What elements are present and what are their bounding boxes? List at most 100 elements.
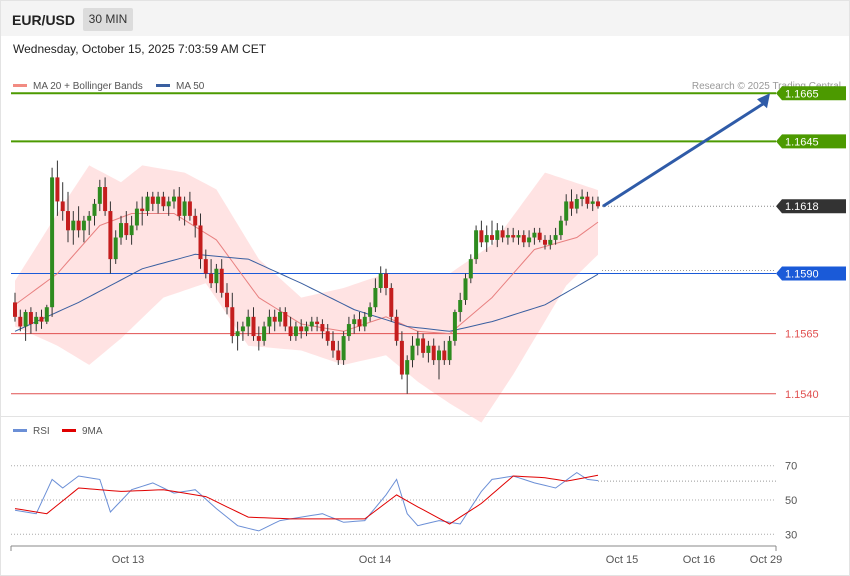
candle-body	[66, 211, 70, 231]
candle-body	[341, 336, 346, 361]
candle-body	[458, 300, 463, 313]
x-axis-label: Oct 14	[359, 554, 391, 566]
candle-body	[108, 211, 113, 260]
candle-body	[304, 326, 309, 332]
candle-body	[574, 199, 579, 209]
candle-body	[272, 316, 277, 322]
x-axis-label: Oct 16	[683, 554, 715, 566]
candle-body	[447, 340, 452, 361]
candle-body	[198, 225, 203, 260]
price-tag-label-1.1645: 1.1645	[785, 136, 819, 148]
candle-body	[92, 203, 97, 216]
bollinger-band-area	[15, 165, 598, 423]
candle-body	[177, 196, 182, 216]
candle-body	[55, 177, 60, 202]
candle-body	[394, 316, 399, 341]
candle-body	[590, 201, 595, 204]
candle-body	[288, 326, 293, 337]
candle-body	[548, 239, 553, 245]
candle-body	[516, 235, 521, 238]
candle-body	[124, 223, 129, 236]
candle-body	[336, 350, 341, 361]
candle-body	[474, 230, 479, 260]
candle-body	[511, 235, 516, 238]
candle-body	[442, 350, 447, 361]
candle-body	[182, 201, 187, 216]
timeframe-button[interactable]: 30 MIN	[83, 8, 133, 31]
candle-body	[28, 312, 33, 325]
candle-body	[585, 196, 590, 204]
candle-body	[103, 187, 108, 212]
legend-rsi-ma9: 9MA	[62, 426, 103, 437]
candle-body	[18, 316, 23, 327]
candle-body	[299, 326, 304, 332]
candle-body	[537, 232, 542, 240]
rsi-line	[14, 471, 599, 532]
candle-body	[384, 273, 388, 288]
candle-body	[532, 232, 537, 238]
symbol-label: EUR/USD	[12, 12, 76, 28]
legend-label-rsi: RSI	[33, 426, 50, 437]
candle-body	[490, 235, 494, 240]
candle-body	[283, 312, 288, 327]
candle-body	[119, 223, 123, 238]
rsi-tick-label: 50	[785, 495, 797, 507]
candle-body	[479, 230, 484, 243]
candle-body	[129, 225, 134, 236]
legend-swatch-rsi	[13, 428, 27, 432]
price-tag-label-1.1665: 1.1665	[785, 88, 819, 100]
candle-body	[293, 326, 298, 337]
candle-body	[187, 201, 192, 216]
datetime-label: Wednesday, October 15, 2025 7:03:59 AM C…	[13, 42, 267, 56]
legend-ma50: MA 50	[156, 81, 204, 92]
candle-body	[405, 360, 410, 375]
candle-body	[437, 350, 441, 361]
candle-body	[415, 338, 420, 346]
candle-body	[23, 312, 28, 327]
candle-body	[569, 201, 574, 209]
candle-body	[251, 316, 256, 337]
ma50-line	[14, 253, 599, 332]
price-tag-1.1590	[776, 266, 846, 281]
candle-body	[373, 287, 378, 308]
candle-body	[468, 259, 473, 279]
level-label-1.1565: 1.1565	[785, 329, 819, 341]
candle-body	[193, 215, 198, 226]
candle-body	[500, 230, 505, 238]
candle-body	[219, 268, 224, 293]
candle-body	[214, 268, 219, 284]
candle-body	[240, 326, 245, 332]
candle-body	[309, 321, 314, 327]
candle-body	[44, 307, 49, 322]
candle-body	[431, 345, 436, 361]
forecast-arrow-head	[757, 93, 770, 109]
candle-body	[209, 273, 214, 284]
price-tag-label-1.1618: 1.1618	[785, 201, 819, 213]
rsi-ma9-line	[14, 474, 599, 525]
candle-body	[558, 220, 563, 236]
candle-body	[134, 208, 139, 226]
candle-body	[235, 331, 240, 337]
candle-body	[495, 230, 500, 240]
candle-body	[410, 345, 415, 361]
candle-body	[76, 220, 81, 231]
candle-body	[267, 316, 272, 327]
candle-body	[421, 338, 426, 353]
candle-body	[71, 220, 76, 231]
legend-swatch-ma20	[13, 83, 27, 87]
candle-body	[331, 340, 335, 351]
candle-body	[389, 287, 394, 317]
candle-body	[81, 220, 86, 231]
candle-body	[97, 187, 102, 204]
candle-body	[426, 345, 431, 353]
header-bar: EUR/USD 30 MIN	[1, 1, 849, 36]
price-tag-1.1665	[776, 86, 846, 101]
candle-body	[140, 208, 145, 212]
legend-label-ma20: MA 20 + Bollinger Bands	[33, 81, 143, 92]
candle-body	[203, 259, 208, 274]
x-axis-label: Oct 29	[750, 554, 782, 566]
candle-body	[362, 316, 367, 327]
candle-body	[161, 196, 166, 207]
price-tag-1.1618	[776, 199, 846, 214]
